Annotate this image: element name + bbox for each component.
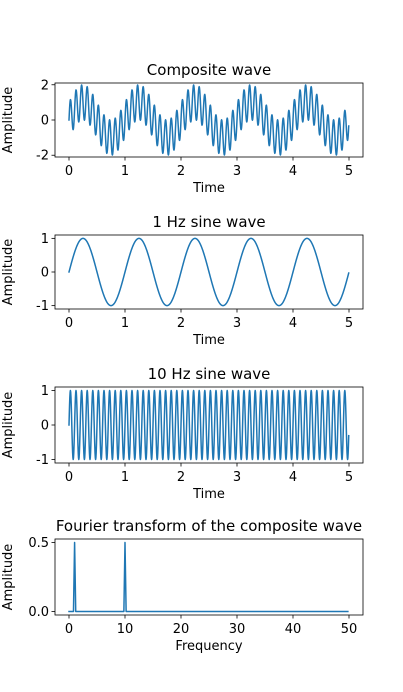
y-tick-label: 2	[41, 78, 49, 93]
y-axis-label: Amplitude	[1, 544, 16, 611]
chart-title: 1 Hz sine wave	[152, 213, 265, 231]
x-tick-label: 1	[121, 470, 129, 485]
y-tick-label: -1	[36, 453, 49, 468]
chart-title: 10 Hz sine wave	[148, 365, 271, 383]
x-axis-label: Frequency	[175, 639, 242, 654]
y-tick-label: 0.5	[28, 536, 49, 551]
y-axis-label: Amplitude	[1, 392, 16, 459]
x-tick-label: 3	[233, 316, 241, 331]
x-tick-label: 30	[229, 622, 246, 637]
subplot-3: 0 1 2 3 4 5 -1 0 1 10 Hz sine wave Time Amplitude	[1, 365, 364, 502]
y-tick-label: 0	[41, 266, 49, 281]
x-axis-label: Time	[192, 487, 225, 502]
y-tick-label: 1	[41, 232, 49, 247]
y-tick-label: 0	[41, 114, 49, 129]
x-tick-label: 5	[345, 164, 353, 179]
y-tick-label: -1	[36, 299, 49, 314]
series-line-1	[68, 237, 350, 307]
series-line-1	[68, 84, 350, 156]
x-tick-label: 1	[121, 316, 129, 331]
subplot-2: 0 1 2 3 4 5 -1 0 1 1 Hz sine wave Time Amplitude	[1, 213, 364, 348]
x-tick-label: 3	[233, 470, 241, 485]
x-tick-label: 40	[285, 622, 302, 637]
x-tick-label: 0	[65, 470, 73, 485]
y-axis-label: Amplitude	[1, 239, 16, 306]
x-tick-label: 3	[233, 164, 241, 179]
chart-title: Composite wave	[147, 61, 271, 79]
y-tick-label: -2	[36, 149, 49, 164]
x-axis-label: Time	[192, 181, 225, 196]
y-tick-label: 0.0	[28, 605, 49, 620]
x-tick-label: 4	[289, 316, 297, 331]
x-axis-label: Time	[192, 333, 225, 348]
y-tick-label: 1	[41, 384, 49, 399]
x-tick-label: 0	[65, 622, 73, 637]
x-tick-label: 1	[121, 164, 129, 179]
x-tick-label: 2	[177, 470, 185, 485]
x-tick-label: 5	[345, 316, 353, 331]
axes-frame	[54, 538, 364, 616]
subplot-1: 0 1 2 3 4 5 -2 0 2 Composite wave Time Amplitude	[1, 61, 364, 196]
x-tick-label: 20	[173, 622, 190, 637]
series-line-1	[68, 389, 350, 461]
x-tick-label: 50	[341, 622, 358, 637]
x-tick-label: 4	[289, 470, 297, 485]
x-tick-label: 0	[65, 316, 73, 331]
x-tick-label: 4	[289, 164, 297, 179]
subplot-4: 0 10 20 30 40 50 0.0 0.5 Fourier transform of th…	[1, 517, 364, 654]
y-axis-label: Amplitude	[1, 87, 16, 154]
x-tick-label: 2	[177, 316, 185, 331]
series-line-1	[68, 541, 349, 613]
chart-title: Fourier transform of the composite wave	[56, 517, 362, 535]
x-tick-label: 0	[65, 164, 73, 179]
x-tick-label: 2	[177, 164, 185, 179]
x-tick-label: 5	[345, 470, 353, 485]
x-tick-label: 10	[117, 622, 134, 637]
y-tick-label: 0	[41, 419, 49, 434]
